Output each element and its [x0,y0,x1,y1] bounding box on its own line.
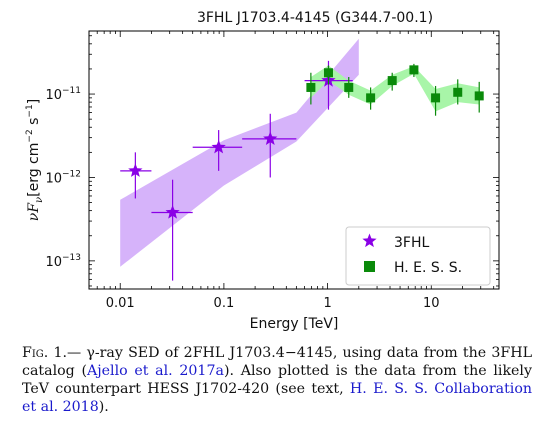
x-tick-label: 10 [423,296,440,311]
data-marks-layer [120,60,484,281]
y-tick-label: 10−12 [45,169,81,186]
star-point-2 [211,139,226,154]
y-axis-label: νFν[erg cm−2 s−1] [25,99,45,221]
y-axis-label-end: ] [26,99,42,104]
star-point-0 [128,163,143,177]
square-point-5 [409,65,419,75]
caption-text-1: — γ-ray SED of 2FHL J1703.4−4145, using … [22,345,533,379]
plot-frame [88,30,500,290]
x-tick-labels: 0.01 0.1 1 10 [106,296,440,311]
square-point-0 [306,82,316,92]
y-axis-label-exp2: −1 [25,104,35,117]
y-axis-label-units: [erg cm [26,143,42,197]
legend-box [345,226,491,286]
x-tick-label: 0.01 [106,296,135,311]
star-point-1 [165,205,180,219]
square-point-6 [431,93,441,103]
sed-chart: 3FHL J1703.4-4145 (G344.7-00.1) 0.01 0.1 1… [25,10,500,332]
y-tick-label: 10−11 [45,86,81,103]
square-point-7 [453,87,463,97]
legend-label-3fhl: 3FHL [394,235,429,251]
legend-square-marker [364,261,375,272]
y-axis-label-exp1: −2 [25,129,35,142]
y-tick-labels: 10−13 10−12 10−11 [45,86,81,270]
chart-title: 3FHL J1703.4-4145 (G344.7-00.1) [197,10,433,26]
caption-text-2: ). Also plotted is the data from the lik… [22,363,532,397]
square-point-2 [344,82,354,92]
y-axis-label-sub: ν [34,197,45,203]
x-axis-label: Energy [TeV] [250,316,339,332]
y-axis-label-main: νF [26,202,42,222]
band-0 [120,38,359,267]
square-point-8 [474,91,484,101]
legend: 3FHL H. E. S. S. [345,226,491,286]
square-point-3 [366,93,376,103]
star-point-3 [263,131,278,145]
x-tick-label: 0.1 [214,296,235,311]
caption-citation-ajello[interactable]: Ajello et al. 2017a [86,363,224,379]
caption-text-3: ). [98,399,109,415]
square-point-1 [323,68,333,78]
legend-label-hess: H. E. S. S. [394,260,462,276]
square-point-4 [387,76,397,86]
x-tick-label: 1 [323,296,331,311]
caption-label: Fig. 1. [22,345,68,361]
legend-star-marker [362,233,377,248]
y-axis-label-mid: s [26,118,42,130]
caption-citation-hess[interactable]: H. E. S. S. Collaboration et al. 2018 [22,381,532,415]
y-tick-label: 10−13 [45,253,81,270]
figure-caption: Fig. 1.— γ-ray SED of 2FHL J1703.4−4145,… [22,344,532,416]
